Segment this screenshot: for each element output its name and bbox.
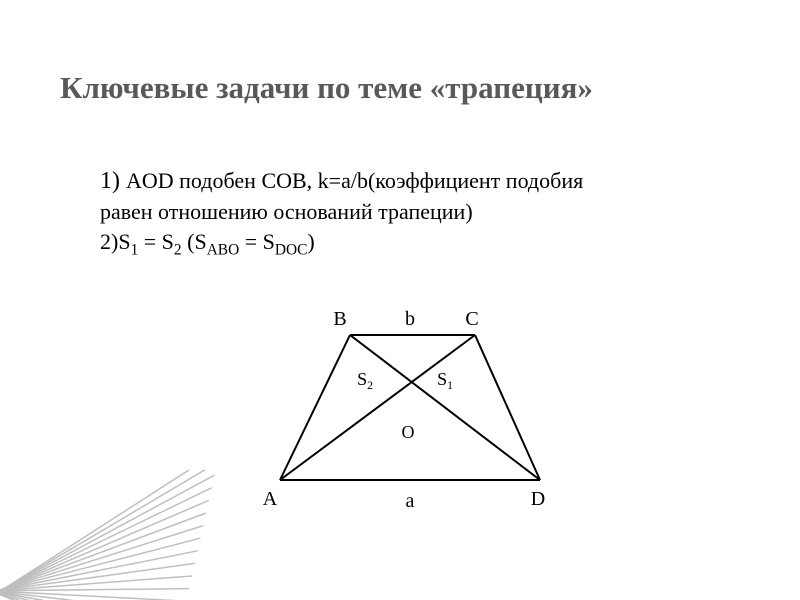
svg-text:C: C: [465, 308, 478, 330]
svg-text:S1: S1: [437, 369, 453, 392]
line3a: 2)S: [100, 229, 131, 254]
line1-rest: AOD подобен COB, k=a/b(коэффициент подоб…: [126, 168, 583, 193]
svg-text:S2: S2: [357, 369, 373, 392]
line3d: = S: [239, 229, 275, 254]
trapezoid-figure: A B C Db a O S1 S2: [260, 300, 560, 520]
svg-text:O: O: [402, 422, 415, 442]
body-text: 1) AOD подобен COB, k=a/b(коэффициент по…: [100, 165, 700, 261]
svg-text:b: b: [405, 308, 415, 330]
line3e: ): [307, 229, 314, 254]
line3-sub4: DOC: [275, 241, 308, 258]
svg-text:D: D: [531, 488, 545, 510]
line3-sub2: 2: [174, 241, 182, 258]
svg-text:a: a: [406, 490, 415, 512]
line3c: (S: [182, 229, 207, 254]
slide-title: Ключевые задачи по теме «трапеция»: [60, 70, 740, 106]
corner-decoration: [0, 470, 220, 600]
line3b: = S: [138, 229, 174, 254]
decoration-svg: [0, 470, 220, 600]
trapezoid-svg: A B C Db a O S1 S2: [260, 300, 560, 520]
svg-text:B: B: [333, 308, 346, 330]
line2: равен отношению оснований трапеции): [100, 199, 473, 224]
slide: Ключевые задачи по теме «трапеция» 1) AO…: [0, 0, 800, 600]
line1-lead: 1): [100, 168, 126, 194]
svg-text:A: A: [263, 488, 278, 510]
line3-sub3: ABO: [207, 241, 240, 258]
